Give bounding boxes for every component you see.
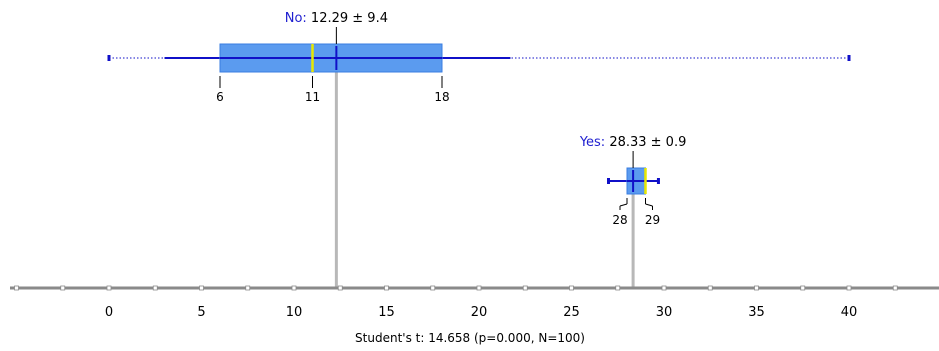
- group-name: No:: [285, 11, 311, 26]
- x-tick-label: 20: [471, 305, 488, 320]
- x-tick-label: 40: [841, 305, 858, 320]
- x-axis-tick: [60, 285, 66, 291]
- x-axis-tick: [199, 285, 204, 291]
- group-label: No: 12.29 ± 9.4: [285, 11, 388, 26]
- x-tick-label: 35: [748, 305, 765, 320]
- group-name: Yes:: [579, 135, 610, 150]
- box-group-no: No: 12.29 ± 9.4 6 11 18: [107, 11, 851, 104]
- group-mean-sd: 12.29 ± 9.4: [311, 11, 388, 26]
- group-mean-sd: 28.33 ± 0.9: [609, 135, 686, 150]
- x-tick-label: 15: [378, 305, 395, 320]
- x-tick-label: 25: [563, 305, 580, 320]
- x-axis-tick: [569, 285, 574, 291]
- x-axis-tick: [245, 285, 251, 291]
- group-label: Yes: 28.33 ± 0.9: [579, 135, 687, 150]
- test-statistic-caption: Student's t: 14.658 (p=0.000, N=100): [355, 331, 585, 345]
- x-axis-tick: [291, 285, 297, 291]
- x-axis-tick: [754, 285, 759, 291]
- quantile-tick: [645, 203, 653, 207]
- quantile-tick: [619, 203, 628, 207]
- x-axis-tick: [384, 285, 389, 291]
- x-axis-tick: [707, 285, 713, 291]
- min-marker: [107, 55, 111, 61]
- x-axis-tick: [661, 285, 667, 291]
- quantile-label: 11: [305, 90, 320, 104]
- x-axis-tick: [106, 285, 112, 291]
- x-axis-tick: [14, 285, 19, 291]
- box-groups: No: 12.29 ± 9.4 6 11 18 Yes: 28.33 ± 0.9 28 29: [107, 11, 851, 227]
- quantile-label: 18: [434, 90, 449, 104]
- x-tick-label: 10: [286, 305, 303, 320]
- x-axis-tick: [892, 285, 898, 291]
- x-axis-tick: [522, 285, 528, 291]
- x-axis-tick: [800, 285, 806, 291]
- x-axis: 0 5 10 15 20 25 30 35 40: [10, 285, 939, 320]
- quantile-label: 28: [612, 213, 627, 227]
- x-axis-tick: [337, 285, 343, 291]
- x-axis-tick: [615, 285, 621, 291]
- box-group-yes: Yes: 28.33 ± 0.9 28 29: [579, 135, 687, 227]
- x-axis-tick: [476, 285, 482, 291]
- x-tick-label: 0: [105, 305, 113, 320]
- quantile-label: 29: [645, 213, 660, 227]
- x-tick-label: 5: [197, 305, 205, 320]
- x-axis-tick: [430, 285, 436, 291]
- x-axis-tick: [152, 285, 158, 291]
- quantile-label: 6: [216, 90, 224, 104]
- x-axis-tick: [846, 285, 852, 291]
- x-tick-label: 30: [656, 305, 673, 320]
- mean-lines: [334, 72, 635, 287]
- max-marker: [847, 55, 851, 61]
